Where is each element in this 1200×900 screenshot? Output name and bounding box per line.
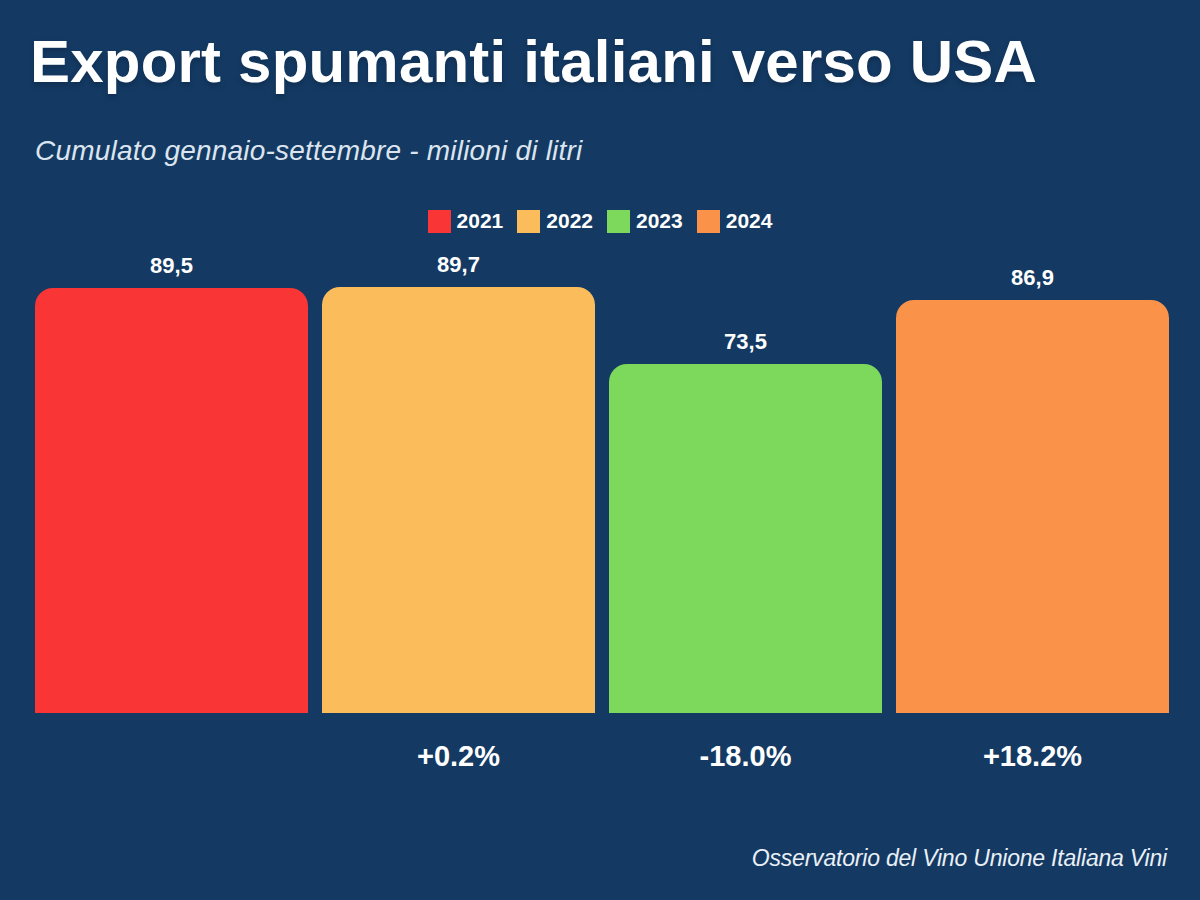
- bar-group-2023: 73,5: [609, 324, 882, 713]
- bar-group-2024: 86,9: [896, 260, 1169, 713]
- bar-value-2023: 73,5: [609, 329, 882, 355]
- change-label-2024: +18.2%: [896, 740, 1169, 773]
- bar-value-2021: 89,5: [35, 253, 308, 279]
- infographic: Export spumanti italiani verso USA Cumul…: [0, 0, 1200, 900]
- bar-2024: [896, 300, 1169, 713]
- source-credit: Osservatorio del Vino Unione Italiana Vi…: [752, 845, 1167, 872]
- change-label-2023: -18.0%: [609, 740, 882, 773]
- bar-2022: [322, 287, 595, 713]
- bar-chart: 89,5 89,7 73,5 86,9 +0.2% -18.0% +18.2%: [0, 0, 1200, 900]
- bar-group-2021: 89,5: [35, 248, 308, 713]
- bar-group-2022: 89,7: [322, 247, 595, 713]
- bar-2021: [35, 288, 308, 713]
- bar-2023: [609, 364, 882, 713]
- change-label-2022: +0.2%: [322, 740, 595, 773]
- bar-value-2022: 89,7: [322, 252, 595, 278]
- bar-value-2024: 86,9: [896, 265, 1169, 291]
